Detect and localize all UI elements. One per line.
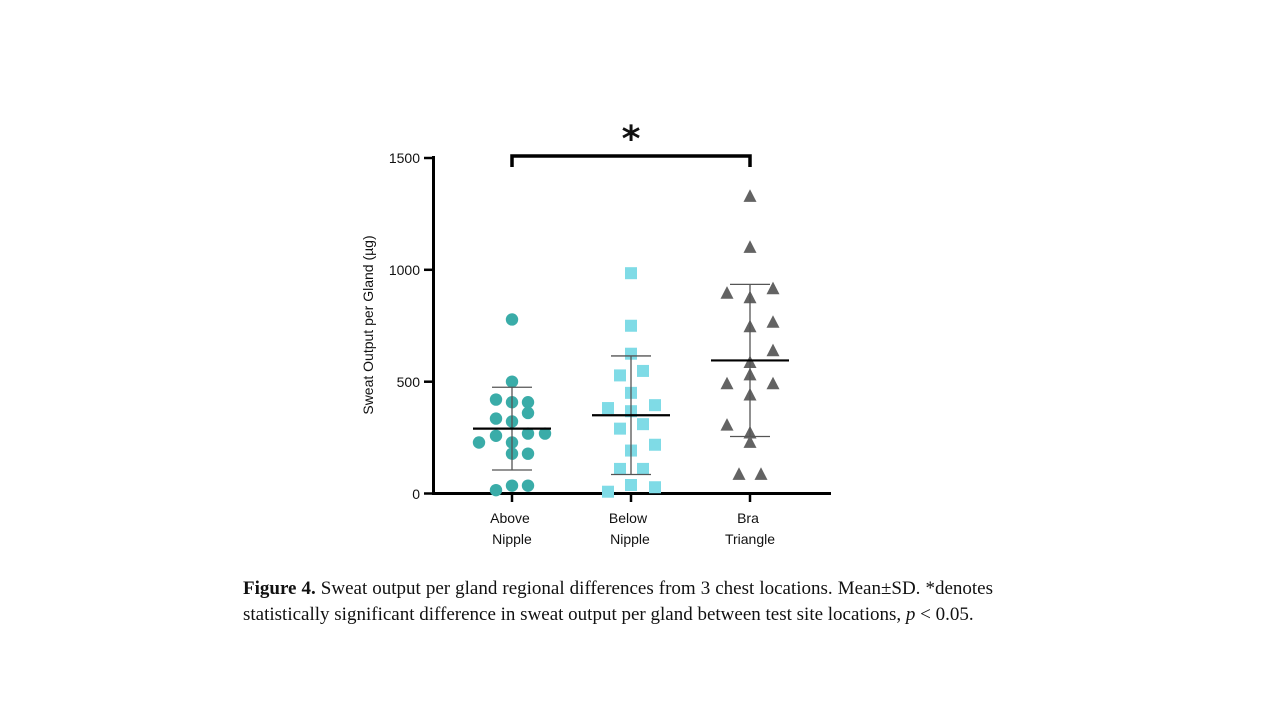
y-tick-label-500: 500 <box>397 374 421 390</box>
caption-text: Sweat output per gland regional differen… <box>243 578 993 625</box>
caption-p-symbol: p <box>905 604 916 625</box>
point-bra-triangle-2 <box>766 281 780 295</box>
point-below-nipple-1 <box>625 319 637 332</box>
point-below-nipple-17 <box>602 485 614 498</box>
point-above-nipple-15 <box>505 479 519 492</box>
y-axis-label: Sweat Output per Gland (µg) <box>360 235 376 414</box>
point-above-nipple-14 <box>521 447 535 460</box>
point-below-nipple-2 <box>625 347 637 360</box>
point-below-nipple-6 <box>649 399 661 412</box>
point-above-nipple-2 <box>489 393 503 406</box>
point-above-nipple-4 <box>521 396 535 409</box>
data-points <box>472 189 780 498</box>
point-below-nipple-13 <box>637 462 649 475</box>
point-above-nipple-10 <box>489 429 503 442</box>
y-tick-label-1000: 1000 <box>389 262 420 278</box>
category-label-below-nipple-line2: Nipple <box>610 531 650 547</box>
figure-caption: Figure 4. Sweat output per gland regiona… <box>243 576 993 628</box>
point-below-nipple-3 <box>637 364 649 377</box>
category-label-below-nipple-line1: Below <box>609 510 648 526</box>
point-bra-triangle-15 <box>743 435 757 448</box>
point-above-nipple-11 <box>472 436 486 449</box>
category-label-above-nipple-line1: Above <box>490 510 530 526</box>
point-above-nipple-17 <box>489 483 503 497</box>
point-above-nipple-9 <box>538 427 552 440</box>
y-tick-label-0: 0 <box>412 486 420 502</box>
significance-bracket <box>510 154 752 167</box>
y-tick-label-1500: 1500 <box>389 150 420 166</box>
point-above-nipple-6 <box>489 412 503 425</box>
point-below-nipple-4 <box>614 369 626 382</box>
scatter-chart: 0 500 1000 1500 Above Nipple Below Nippl… <box>360 119 831 547</box>
category-label-bra-triangle-line1: Bra <box>737 510 759 526</box>
category-label-above-nipple-line2: Nipple <box>492 531 532 547</box>
point-bra-triangle-1 <box>743 240 757 253</box>
point-above-nipple-1 <box>505 375 519 388</box>
point-below-nipple-9 <box>637 418 649 431</box>
point-below-nipple-15 <box>625 479 637 492</box>
point-bra-triangle-3 <box>720 286 734 299</box>
point-above-nipple-5 <box>521 406 535 420</box>
point-bra-triangle-17 <box>754 467 768 480</box>
point-bra-triangle-7 <box>766 343 780 357</box>
point-bra-triangle-11 <box>720 376 734 390</box>
point-bra-triangle-5 <box>766 315 780 328</box>
point-below-nipple-0 <box>625 267 637 280</box>
point-above-nipple-8 <box>521 427 535 440</box>
point-above-nipple-16 <box>521 479 535 492</box>
caption-text-end: < 0.05. <box>915 604 974 625</box>
y-ticks: 0 500 1000 1500 <box>389 150 433 502</box>
point-above-nipple-0 <box>505 313 519 326</box>
point-below-nipple-16 <box>649 481 661 494</box>
point-below-nipple-7 <box>602 402 614 415</box>
point-below-nipple-10 <box>614 422 626 435</box>
point-bra-triangle-16 <box>732 467 746 480</box>
point-bra-triangle-13 <box>720 418 734 431</box>
point-bra-triangle-0 <box>743 189 757 202</box>
point-below-nipple-11 <box>649 438 661 451</box>
category-label-bra-triangle-line2: Triangle <box>725 531 775 547</box>
caption-label: Figure 4. <box>243 578 316 599</box>
point-bra-triangle-10 <box>766 376 780 390</box>
significance-asterisk: * <box>622 119 641 160</box>
error-bars <box>473 283 789 476</box>
point-below-nipple-14 <box>614 462 626 475</box>
